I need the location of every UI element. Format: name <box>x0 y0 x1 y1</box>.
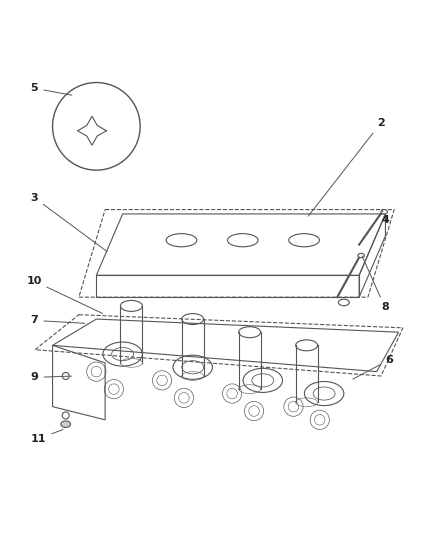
Text: 10: 10 <box>26 276 102 313</box>
Text: 6: 6 <box>353 355 393 379</box>
Text: 11: 11 <box>31 430 63 443</box>
Ellipse shape <box>381 209 387 214</box>
Circle shape <box>62 412 69 419</box>
Text: 4: 4 <box>381 209 389 225</box>
Text: 2: 2 <box>308 118 385 216</box>
Ellipse shape <box>358 253 364 258</box>
Circle shape <box>62 373 69 379</box>
Text: 3: 3 <box>31 193 107 252</box>
Ellipse shape <box>61 421 71 427</box>
Text: 5: 5 <box>31 83 72 95</box>
Text: 8: 8 <box>362 256 389 312</box>
Ellipse shape <box>338 299 350 306</box>
Text: 9: 9 <box>31 373 72 382</box>
Text: 7: 7 <box>31 316 85 326</box>
